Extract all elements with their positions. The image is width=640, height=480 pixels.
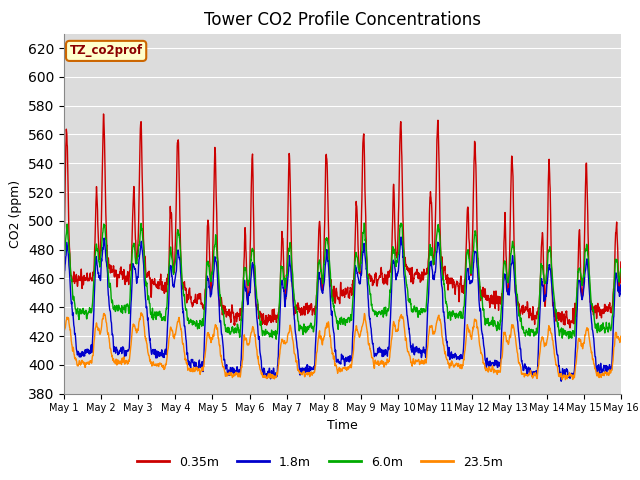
6.0m (360, 220, 368, 226)
0.35m (60, 235, 68, 240)
0.35m (584, 201, 591, 207)
Line: 6.0m: 6.0m (64, 223, 621, 339)
Title: Tower CO2 Profile Concentrations: Tower CO2 Profile Concentrations (204, 11, 481, 29)
0.35m (359, 149, 367, 155)
1.8m (216, 306, 223, 312)
0.35m (568, 319, 576, 324)
1.8m (397, 234, 405, 240)
0.35m (617, 259, 625, 265)
23.5m (584, 326, 591, 332)
Line: 0.35m: 0.35m (64, 114, 621, 328)
Line: 1.8m: 1.8m (64, 237, 621, 381)
23.5m (561, 377, 569, 383)
0.35m (504, 288, 512, 294)
0.35m (100, 111, 108, 117)
1.8m (358, 253, 366, 259)
Y-axis label: CO2 (ppm): CO2 (ppm) (10, 180, 22, 248)
6.0m (359, 236, 367, 241)
1.8m (568, 371, 576, 377)
1.8m (617, 282, 625, 288)
6.0m (60, 251, 68, 256)
1.8m (584, 261, 591, 267)
23.5m (137, 310, 145, 316)
6.0m (617, 266, 625, 272)
1.8m (504, 288, 512, 294)
Text: TZ_co2prof: TZ_co2prof (70, 44, 143, 58)
23.5m (60, 329, 68, 335)
0.35m (371, 271, 379, 277)
6.0m (371, 312, 379, 317)
6.0m (584, 248, 591, 254)
23.5m (359, 322, 367, 328)
1.8m (557, 378, 565, 384)
23.5m (216, 343, 223, 348)
6.0m (273, 336, 280, 342)
X-axis label: Time: Time (327, 419, 358, 432)
0.35m (216, 303, 223, 309)
6.0m (568, 333, 576, 339)
23.5m (568, 373, 576, 379)
Line: 23.5m: 23.5m (64, 313, 621, 380)
23.5m (617, 334, 625, 339)
1.8m (60, 275, 68, 280)
6.0m (216, 282, 223, 288)
6.0m (505, 275, 513, 280)
1.8m (371, 354, 378, 360)
Legend: 0.35m, 1.8m, 6.0m, 23.5m: 0.35m, 1.8m, 6.0m, 23.5m (132, 451, 508, 474)
23.5m (371, 360, 379, 366)
23.5m (504, 342, 512, 348)
0.35m (566, 325, 574, 331)
